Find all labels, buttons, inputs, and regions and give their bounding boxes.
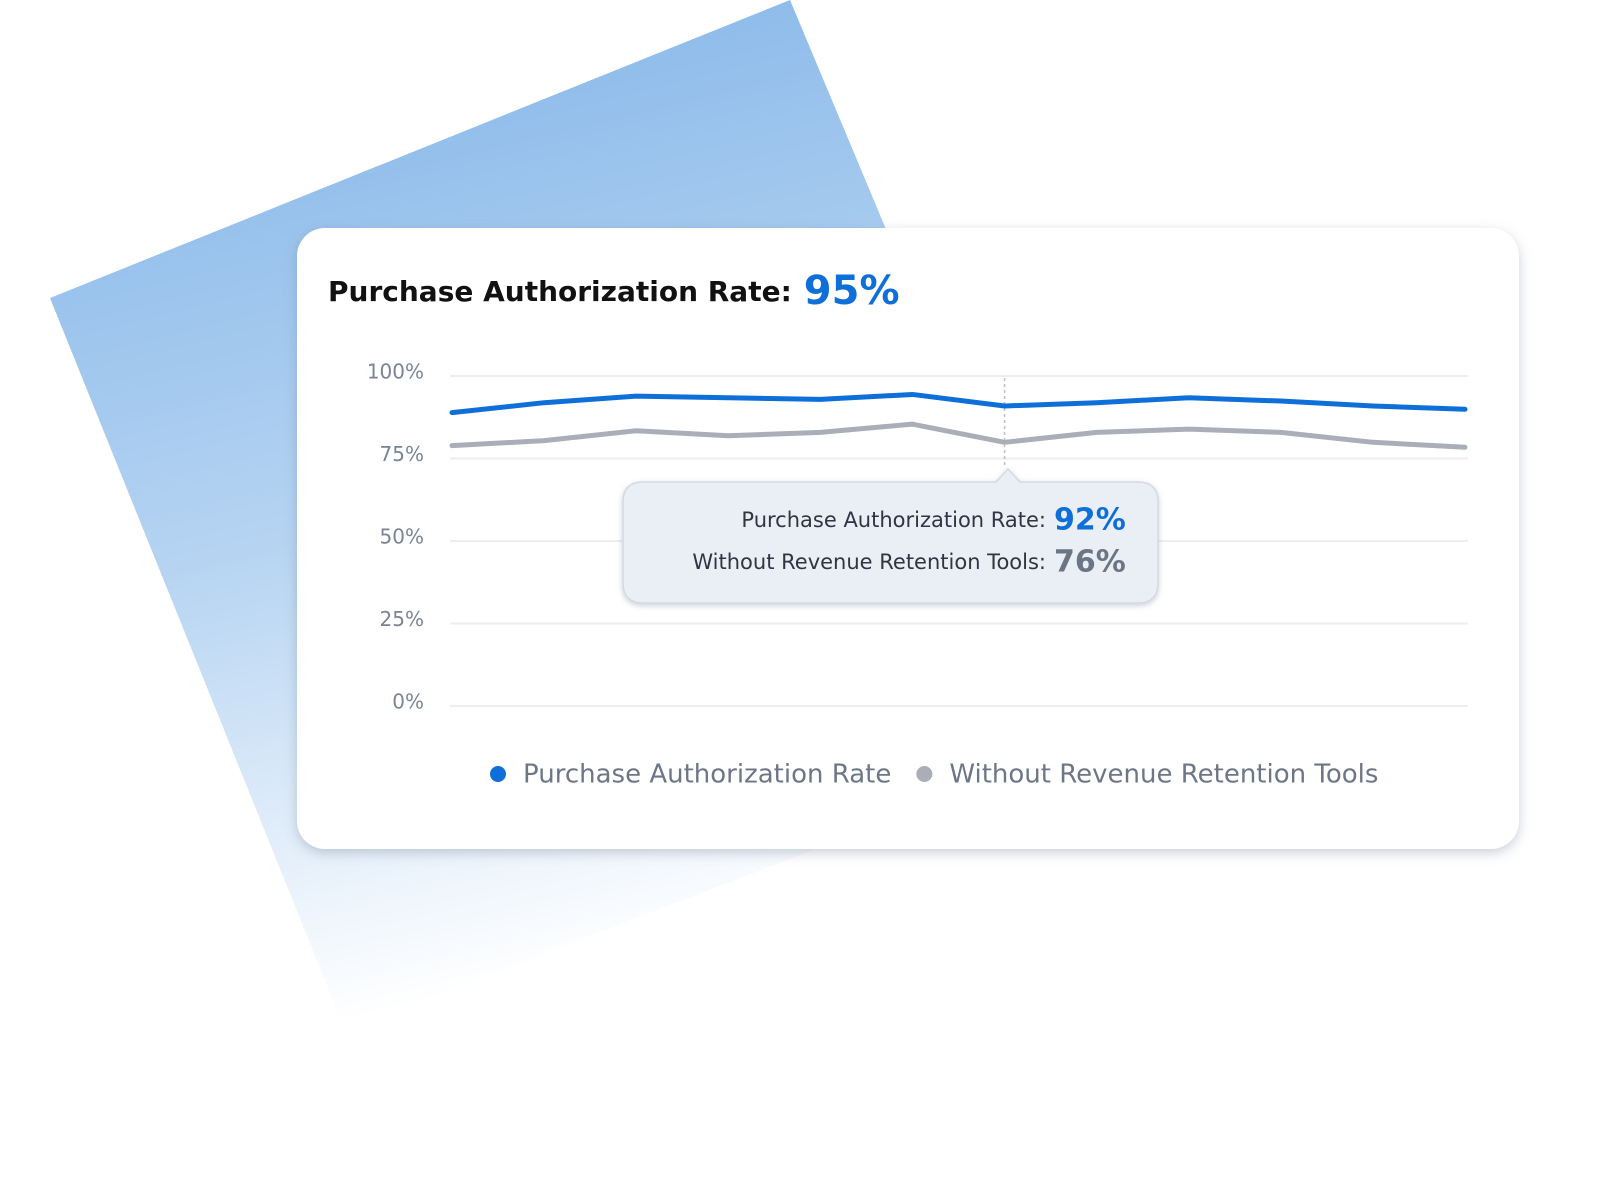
tooltip-value: 92% xyxy=(1054,503,1126,538)
legend-label: Without Revenue Retention Tools xyxy=(949,760,1378,790)
tooltip: Purchase Authorization Rate: 92% Without R… xyxy=(622,467,1159,604)
headline-value: 95% xyxy=(804,268,900,314)
tooltip-label: Purchase Authorization Rate: xyxy=(741,508,1046,532)
series-line xyxy=(449,421,1468,450)
y-tick-label: 50% xyxy=(380,525,424,549)
chart-title: Purchase Authorization Rate: xyxy=(328,275,792,308)
legend-marker xyxy=(490,766,506,782)
tooltip-label: Without Revenue Retention Tools: xyxy=(692,550,1046,574)
legend-label: Purchase Authorization Rate xyxy=(523,760,891,790)
series-line xyxy=(449,391,1468,416)
y-tick-label: 25% xyxy=(380,607,424,631)
y-tick-label: 75% xyxy=(380,442,424,466)
plot: 0% 25% 50% 75% 100% Purchase Authorization Ra… xyxy=(367,360,1468,790)
y-tick-label: 0% xyxy=(392,690,424,714)
legend-marker xyxy=(916,766,933,782)
tooltip-box xyxy=(622,467,1159,604)
y-tick-label: 100% xyxy=(367,360,424,384)
tooltip-value: 76% xyxy=(1054,545,1126,580)
